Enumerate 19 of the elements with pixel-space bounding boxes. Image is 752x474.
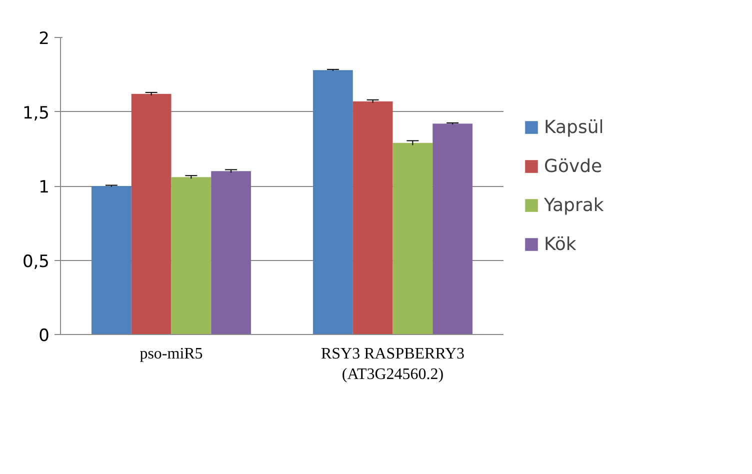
legend-label: Kök: [544, 234, 576, 254]
legend-label: Gövde: [544, 156, 602, 176]
bar: [352, 101, 393, 334]
y-tick-label: 1: [38, 178, 50, 198]
legend-label: Kapsül: [544, 116, 604, 138]
y-tick-label: 1,5: [22, 103, 50, 124]
legend-label: Yaprak: [544, 194, 604, 216]
bar: [313, 70, 353, 334]
x-tick-label: RSY3 RASPBERRY3 (AT3G24560.2): [320, 346, 465, 383]
bar: [171, 177, 212, 334]
bar: [131, 94, 172, 334]
bar: [432, 124, 472, 334]
y-tick-label: 2: [38, 29, 50, 49]
bar: [211, 171, 251, 334]
bar: [392, 142, 433, 334]
y-tick-label: 0,5: [22, 252, 50, 272]
y-tick-label: 0: [38, 326, 50, 346]
bar: [92, 186, 132, 334]
x-tick-label: pso-miR5: [140, 346, 203, 362]
